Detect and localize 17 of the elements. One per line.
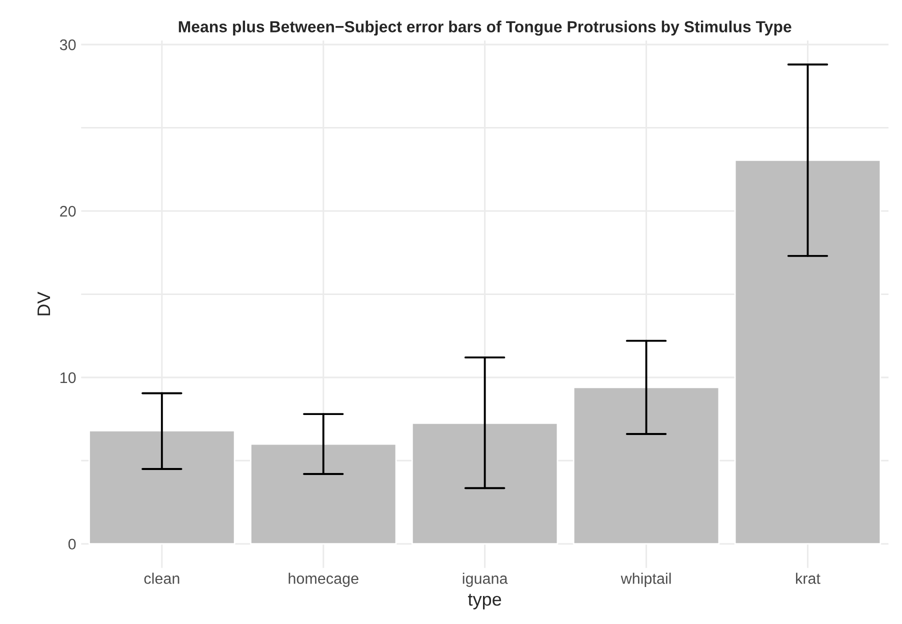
bar — [88, 430, 236, 545]
y-tick-label: 0 — [68, 538, 76, 550]
chart-title: Means plus Between−Subject error bars of Tongue Protrusions by Stimulus Type — [178, 20, 792, 36]
y-tick-label: 10 — [60, 372, 76, 384]
bar — [572, 386, 720, 545]
y-axis-title: DV — [38, 292, 50, 316]
bar — [250, 443, 397, 545]
y-tick-label: 30 — [60, 39, 76, 50]
x-axis-title: type — [468, 594, 502, 610]
x-tick-label: whiptail — [620, 572, 671, 587]
bar — [411, 422, 558, 545]
bar — [734, 160, 882, 545]
y-tick-label: 20 — [60, 206, 76, 217]
x-tick-label: clean — [144, 572, 180, 584]
x-tick-label: iguana — [462, 572, 508, 587]
x-tick-label: krat — [796, 572, 820, 584]
x-tick-label: homecage — [288, 572, 358, 587]
